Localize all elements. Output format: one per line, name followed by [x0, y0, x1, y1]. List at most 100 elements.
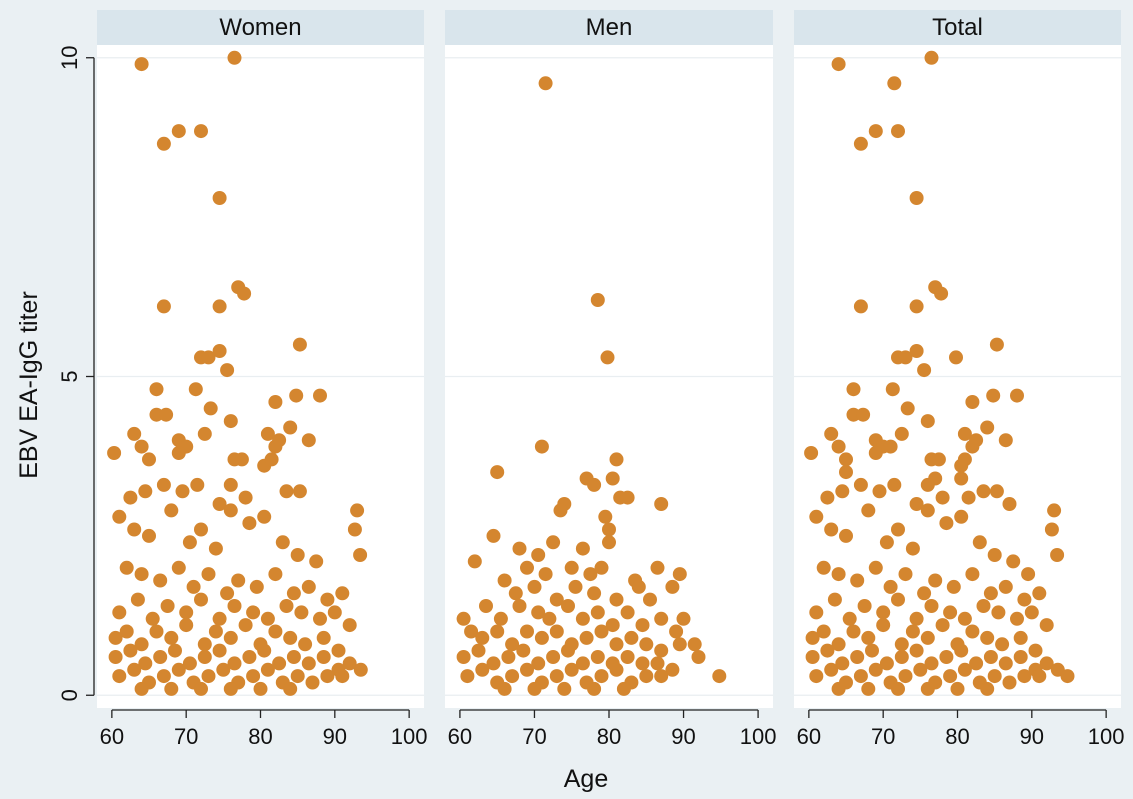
- data-point: [954, 471, 969, 486]
- data-point: [809, 669, 824, 684]
- data-point: [805, 630, 820, 645]
- data-point: [594, 624, 609, 639]
- data-point: [260, 426, 275, 441]
- data-point: [594, 669, 609, 684]
- data-point: [212, 299, 227, 314]
- data-point: [534, 439, 549, 454]
- data-point: [188, 382, 203, 397]
- data-point: [1006, 554, 1021, 569]
- data-point: [1017, 592, 1032, 607]
- y-axis-title: EBV EA-IgG titer: [15, 291, 43, 479]
- data-point: [943, 605, 958, 620]
- x-tick-label: 90: [1020, 724, 1044, 749]
- data-point: [891, 124, 905, 139]
- data-point: [286, 586, 301, 601]
- data-point: [134, 567, 149, 582]
- data-point: [564, 560, 579, 575]
- data-point: [839, 465, 853, 480]
- data-point: [347, 522, 362, 537]
- panel-women: Women 60 70 80 90 100 0 5 10: [57, 10, 427, 749]
- data-point: [538, 76, 553, 91]
- data-point: [212, 191, 227, 205]
- data-point: [691, 650, 706, 664]
- data-point: [201, 669, 216, 684]
- data-point: [342, 618, 357, 633]
- x-tick-label: 80: [597, 724, 621, 749]
- data-point: [949, 350, 963, 365]
- data-point: [130, 592, 145, 607]
- data-point: [238, 618, 253, 633]
- data-point: [292, 337, 307, 352]
- data-point: [520, 624, 534, 639]
- data-point: [549, 592, 564, 607]
- x-tick-label: 80: [248, 724, 272, 749]
- data-point: [197, 650, 212, 664]
- data-point: [920, 681, 935, 696]
- data-point: [216, 662, 231, 677]
- panel-title: Men: [586, 14, 633, 41]
- data-point: [894, 650, 909, 664]
- data-point: [350, 503, 365, 518]
- data-point: [853, 299, 868, 314]
- data-point: [868, 662, 883, 677]
- data-point: [227, 656, 242, 671]
- data-point: [976, 599, 991, 613]
- data-point: [471, 643, 486, 658]
- data-point: [335, 586, 350, 601]
- data-point: [1010, 611, 1024, 626]
- data-point: [939, 516, 954, 531]
- data-point: [212, 611, 227, 626]
- data-point: [227, 599, 242, 613]
- data-point: [909, 611, 924, 626]
- data-point: [620, 605, 635, 620]
- data-point: [257, 509, 272, 524]
- data-point: [891, 522, 905, 537]
- panel-title: Total: [932, 14, 983, 41]
- data-point: [316, 630, 331, 645]
- data-point: [268, 439, 283, 454]
- data-point: [850, 650, 865, 664]
- data-point: [123, 643, 138, 658]
- data-point: [898, 350, 913, 365]
- data-point: [549, 669, 564, 684]
- data-point: [712, 669, 727, 684]
- data-point: [290, 548, 305, 562]
- data-point: [171, 560, 186, 575]
- data-point: [531, 548, 546, 562]
- data-point: [590, 650, 605, 664]
- data-point: [553, 503, 568, 518]
- data-point: [687, 637, 702, 652]
- data-point: [486, 528, 501, 543]
- data-point: [313, 611, 327, 626]
- data-point: [939, 650, 954, 664]
- data-point: [520, 560, 534, 575]
- data-point: [301, 656, 316, 671]
- data-point: [861, 630, 876, 645]
- data-point: [602, 535, 616, 550]
- data-point: [275, 535, 290, 550]
- data-point: [831, 439, 846, 454]
- data-point: [891, 592, 905, 607]
- data-point: [134, 57, 149, 72]
- data-point: [809, 605, 824, 620]
- data-point: [853, 477, 868, 492]
- data-point: [924, 656, 939, 671]
- data-point: [1002, 675, 1017, 690]
- data-point: [301, 433, 316, 448]
- data-point: [460, 669, 475, 684]
- data-point: [168, 643, 182, 658]
- data-point: [842, 611, 857, 626]
- x-tick-label: 90: [323, 724, 347, 749]
- data-point: [561, 643, 575, 658]
- data-point: [208, 541, 223, 556]
- data-point: [995, 637, 1010, 652]
- data-point: [917, 586, 932, 601]
- data-point: [464, 624, 479, 639]
- data-point: [497, 573, 512, 588]
- data-point: [223, 477, 238, 492]
- data-point: [264, 452, 279, 467]
- data-point: [182, 535, 197, 550]
- data-point: [676, 611, 691, 626]
- data-point: [164, 681, 179, 696]
- data-point: [497, 681, 512, 696]
